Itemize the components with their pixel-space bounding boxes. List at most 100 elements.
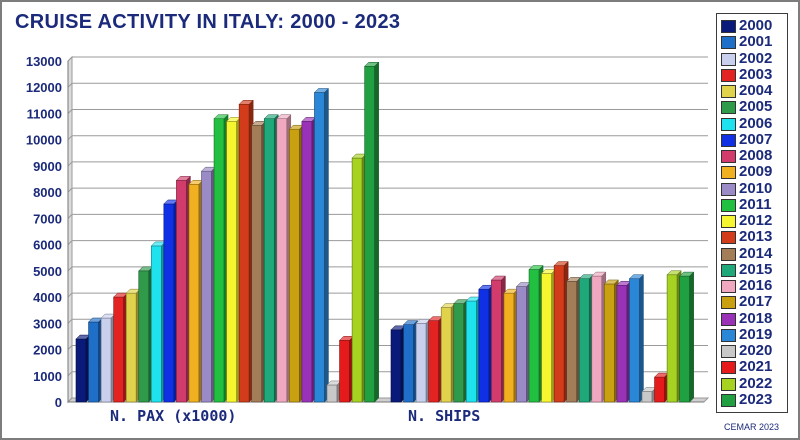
bar-front bbox=[301, 121, 313, 403]
bar-front bbox=[604, 283, 615, 403]
bar-2001-ships bbox=[402, 320, 419, 403]
legend-swatch bbox=[721, 263, 736, 277]
legend-label: 2017 bbox=[739, 293, 773, 311]
y-tick-label: 10000 bbox=[26, 133, 62, 148]
y-tick-label: 0 bbox=[55, 395, 62, 410]
bar-2009-ships bbox=[503, 288, 519, 403]
legend-item-2016: 2016 bbox=[721, 277, 785, 294]
legend-swatch bbox=[721, 328, 736, 342]
legend-label: 2011 bbox=[739, 195, 772, 213]
legend-label: 2019 bbox=[739, 325, 773, 343]
legend-swatch bbox=[721, 101, 736, 115]
legend-label: 2012 bbox=[739, 212, 773, 229]
bar-front bbox=[578, 278, 590, 403]
legend-item-2006: 2006 bbox=[721, 115, 785, 132]
bar-front bbox=[478, 288, 490, 403]
legend-label: 2014 bbox=[739, 244, 773, 262]
bar-front bbox=[390, 329, 402, 403]
bar-2021-ships bbox=[653, 372, 670, 403]
legend-swatch bbox=[721, 182, 736, 196]
legend-swatch bbox=[721, 312, 736, 326]
bar-front bbox=[351, 157, 363, 403]
bar-front bbox=[113, 296, 124, 403]
x-category-label: N. PAX (x1000) bbox=[110, 407, 236, 425]
gridline-diag bbox=[67, 187, 73, 193]
credit-text: CEMAR 2023 bbox=[724, 422, 780, 432]
gridline-diag bbox=[67, 266, 73, 272]
bar-front bbox=[516, 286, 527, 403]
gridline-diag bbox=[67, 345, 73, 350]
y-tick-label: 11000 bbox=[27, 106, 62, 121]
bar-front bbox=[553, 265, 565, 403]
legend: 2000 2001 2002 2003 2004 2005 2006 2007 2008 2009… bbox=[716, 13, 788, 413]
legend-swatch bbox=[721, 20, 736, 33]
bar-chart: 0 1000 2000 3000 4000 5000 6000 7000 8000 9000 100… bbox=[26, 54, 710, 425]
bar-2002-ships bbox=[415, 318, 431, 403]
gridline-diag bbox=[67, 318, 73, 324]
gridline-diag bbox=[67, 82, 73, 88]
bar-2013-ships bbox=[553, 260, 569, 403]
legend-label: 2005 bbox=[739, 98, 773, 116]
bar-front bbox=[238, 103, 250, 403]
bar-2006-ships bbox=[465, 296, 481, 403]
legend-label: 2004 bbox=[739, 82, 773, 99]
bar-2020-pax bbox=[326, 380, 342, 403]
legend-swatch bbox=[721, 231, 736, 245]
bar-side bbox=[639, 274, 644, 403]
bar-front bbox=[403, 324, 414, 403]
bar-front bbox=[251, 124, 262, 403]
legend-swatch bbox=[721, 393, 736, 407]
bar-2008-pax bbox=[175, 175, 192, 403]
bar-front bbox=[188, 183, 200, 403]
legend-item-2008: 2008 bbox=[721, 147, 785, 164]
legend-swatch bbox=[721, 133, 736, 147]
legend-item-2009: 2009 bbox=[721, 163, 785, 180]
legend-swatch bbox=[721, 296, 736, 310]
legend-swatch bbox=[721, 117, 736, 131]
legend-item-2000: 2000 bbox=[721, 17, 785, 34]
bar-2007-pax bbox=[163, 199, 179, 403]
gridline-diag bbox=[67, 135, 73, 141]
bar-side bbox=[689, 271, 694, 403]
legend-item-2017: 2017 bbox=[721, 293, 785, 310]
bar-2017-ships bbox=[603, 279, 619, 403]
bar-2015-pax bbox=[263, 114, 279, 403]
y-tick-label: 5000 bbox=[33, 264, 62, 279]
x-category-label: N. SHIPS bbox=[408, 407, 480, 425]
gridline-diag bbox=[67, 292, 73, 298]
bar-front bbox=[629, 278, 640, 403]
gridline-diag bbox=[67, 397, 73, 403]
bar-2017-pax bbox=[288, 124, 304, 403]
bar-2019-pax bbox=[313, 87, 330, 403]
gridline-diag bbox=[67, 240, 73, 245]
legend-label: 2018 bbox=[739, 309, 773, 327]
legend-label: 2022 bbox=[739, 374, 773, 392]
bar-2013-pax bbox=[238, 99, 254, 403]
bar-front bbox=[465, 300, 477, 403]
legend-label: 2013 bbox=[739, 228, 773, 246]
bar-2014-ships bbox=[566, 276, 582, 403]
legend-label: 2008 bbox=[739, 147, 773, 164]
legend-item-2014: 2014 bbox=[721, 245, 785, 262]
bar-front bbox=[75, 338, 87, 403]
bar-2019-ships bbox=[628, 274, 645, 403]
bar-2003-pax bbox=[113, 292, 129, 403]
bar-front bbox=[654, 376, 665, 403]
y-tick-label: 1000 bbox=[33, 369, 62, 384]
bar-front bbox=[100, 317, 112, 403]
bar-front bbox=[138, 270, 150, 403]
bar-front bbox=[289, 128, 300, 403]
bar-front bbox=[491, 279, 502, 403]
y-tick-label: 12000 bbox=[26, 80, 62, 95]
bar-2004-pax bbox=[125, 288, 141, 403]
bar-2018-ships bbox=[616, 280, 632, 403]
bar-front bbox=[201, 170, 212, 403]
bar-front bbox=[541, 273, 552, 403]
legend-swatch bbox=[721, 85, 736, 98]
bar-2023-pax bbox=[364, 61, 380, 403]
bar-2015-ships bbox=[578, 274, 594, 403]
legend-item-2012: 2012 bbox=[721, 212, 785, 229]
legend-item-2019: 2019 bbox=[721, 326, 785, 343]
legend-swatch bbox=[721, 377, 736, 391]
legend-item-2018: 2018 bbox=[721, 310, 785, 327]
